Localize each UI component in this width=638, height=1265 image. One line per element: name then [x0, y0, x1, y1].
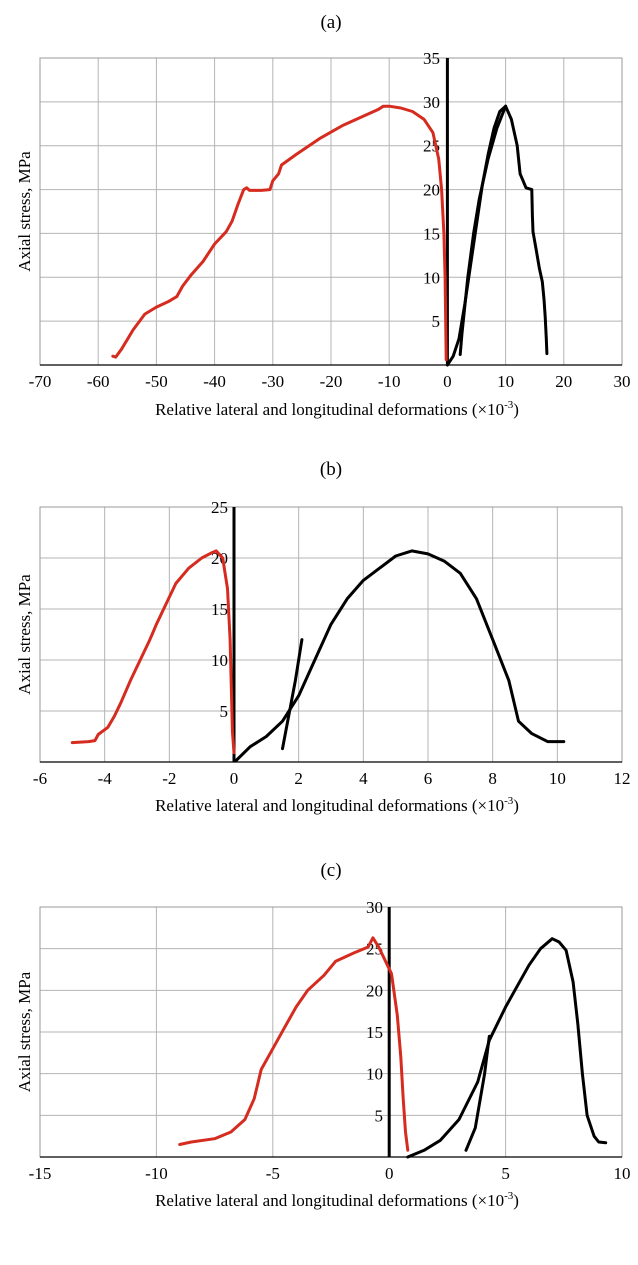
chart-c-title: (c) — [320, 860, 341, 881]
chart-b-plot-frame — [39, 506, 623, 763]
chart-b-x-tick-label: 10 — [549, 769, 566, 788]
chart-b-x-axis-label-exponent: -3 — [504, 795, 514, 807]
chart-a-y-tick-label: 30 — [423, 93, 440, 112]
chart-c-series-line-1 — [178, 936, 410, 1152]
chart-a-x-tick-label: -30 — [261, 372, 284, 391]
chart-c-y-tick-label: 10 — [366, 1065, 383, 1084]
chart-a-series-line-3 — [458, 104, 508, 356]
chart-a-x-axis-label: Relative lateral and longitudinal deform… — [155, 399, 519, 419]
chart-b-y-axis-label: Axial stress, MPa — [15, 574, 34, 695]
chart-b-y-tick-label: 15 — [211, 600, 228, 619]
chart-a-x-axis-label-text: Relative lateral and longitudinal deform… — [155, 400, 504, 419]
chart-b-x-tick-label: 4 — [359, 769, 368, 788]
chart-b-x-tick-label: -2 — [162, 769, 176, 788]
chart-c-x-axis-label-text: Relative lateral and longitudinal deform… — [155, 1191, 504, 1210]
chart-c-x-axis-label: Relative lateral and longitudinal deform… — [155, 1190, 519, 1210]
chart-a-y-tick-label: 5 — [432, 312, 441, 331]
chart-a-x-tick-label: -10 — [378, 372, 401, 391]
chart-c-x-tick-label: 5 — [501, 1164, 510, 1183]
chart-c-x-tick-label: -15 — [29, 1164, 52, 1183]
chart-b-x-tick-label: 8 — [488, 769, 497, 788]
chart-b-x-tick-label: 2 — [294, 769, 303, 788]
chart-c-y-tick-label: 30 — [366, 898, 383, 917]
chart-a-x-tick-label: -40 — [203, 372, 226, 391]
chart-a-y-tick-label: 20 — [423, 181, 440, 200]
chart-a-title: (a) — [320, 12, 341, 33]
chart-c-y-tick-label: 15 — [366, 1023, 383, 1042]
chart-b-x-tick-label: 12 — [614, 769, 631, 788]
chart-a-y-axis-label: Axial stress, MPa — [15, 151, 34, 272]
chart-c-x-axis-label-close: ) — [513, 1191, 519, 1210]
chart-b-x-axis-label-text: Relative lateral and longitudinal deform… — [155, 796, 504, 815]
chart-b-x-tick-label: 0 — [230, 769, 239, 788]
chart-a-y-tick-label: 15 — [423, 224, 440, 243]
chart-c-y-tick-label: 20 — [366, 981, 383, 1000]
chart-a-x-tick-label: -60 — [87, 372, 110, 391]
chart-b-y-tick-label: 5 — [220, 702, 229, 721]
chart-b-x-axis-label: Relative lateral and longitudinal deform… — [155, 795, 519, 815]
chart-b-y-tick-label: 10 — [211, 651, 228, 670]
chart-b-x-tick-label: -4 — [98, 769, 113, 788]
chart-b-x-axis-label-close: ) — [513, 796, 519, 815]
chart-a-x-tick-label: -50 — [145, 372, 168, 391]
chart-c-series-line-2 — [406, 937, 608, 1159]
chart-b-x-tick-label: 6 — [424, 769, 433, 788]
chart-a-y-tick-label: 35 — [423, 49, 440, 68]
chart-a-x-tick-label: 10 — [497, 372, 514, 391]
chart-a-x-tick-label: -70 — [29, 372, 52, 391]
chart-b-y-tick-label: 25 — [211, 498, 228, 517]
chart-a-series-line-1 — [111, 104, 448, 362]
chart-a-x-tick-label: 30 — [614, 372, 631, 391]
chart-c-x-axis-label-exponent: -3 — [504, 1190, 514, 1202]
chart-a-x-tick-label: -20 — [320, 372, 343, 391]
chart-c-y-tick-label: 5 — [375, 1106, 384, 1125]
chart-a-x-tick-label: 0 — [443, 372, 452, 391]
chart-c-series-line-3 — [464, 1034, 491, 1152]
chart-b-series-line-3 — [281, 638, 304, 751]
chart-a: (a)-70 -60 -50 -40 -30 -20 -10 0 10 20 30510152025… — [15, 12, 631, 419]
chart-c-x-tick-label: -10 — [145, 1164, 168, 1183]
chart-a-x-axis-label-close: ) — [513, 400, 519, 419]
chart-a-x-tick-label: 20 — [555, 372, 572, 391]
chart-c-y-axis-label: Axial stress, MPa — [15, 971, 34, 1092]
chart-b-series-line-1 — [70, 549, 236, 755]
chart-c-x-tick-label: -5 — [266, 1164, 280, 1183]
chart-a-x-axis-label-exponent: -3 — [504, 399, 514, 411]
chart-c-x-tick-label: 0 — [385, 1164, 394, 1183]
chart-c-x-tick-label: 10 — [614, 1164, 631, 1183]
chart-a-y-tick-label: 10 — [423, 268, 440, 287]
chart-b-x-tick-label: -6 — [33, 769, 47, 788]
chart-b-title: (b) — [320, 459, 342, 480]
